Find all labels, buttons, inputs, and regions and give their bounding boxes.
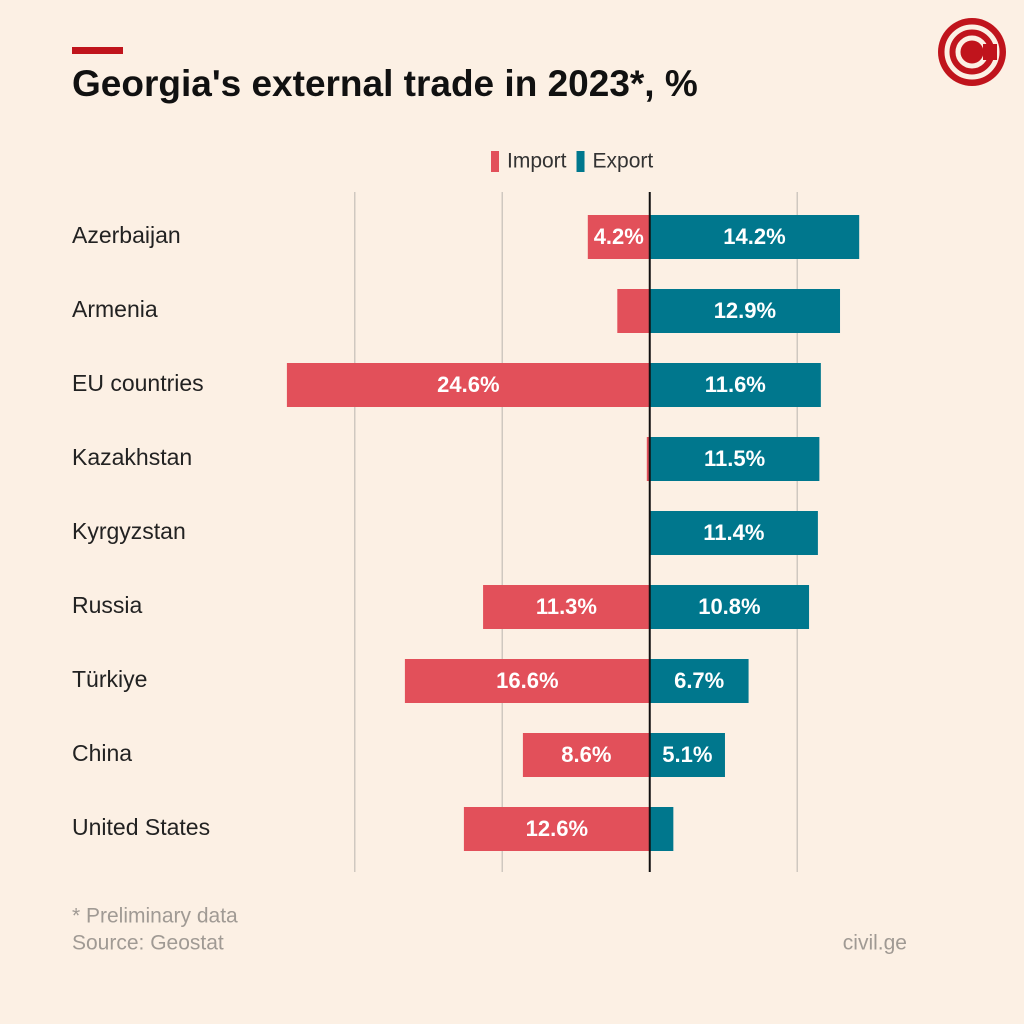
bar [649,437,820,481]
footnote: * Preliminary data [72,905,238,928]
category-label: Armenia [72,296,158,322]
logo [938,18,1006,86]
bar [649,289,841,333]
bar [649,363,821,407]
value-label: 10.8% [698,594,760,619]
bar [649,807,674,851]
bar [649,511,818,555]
bar [587,215,650,259]
chart-title: Georgia's external trade in 2023*, % [72,63,698,104]
title-accent [72,47,123,54]
legend-swatch [491,151,499,172]
bar [649,659,749,703]
category-label: Azerbaijan [72,222,181,248]
credit: civil.ge [843,932,907,955]
value-label: 11.5% [704,446,765,471]
bar [463,807,650,851]
value-label: 11.6% [705,372,766,397]
legend-label: Export [593,150,654,173]
value-label: 8.6% [561,742,611,767]
bar [646,437,650,481]
category-label: China [72,740,132,766]
bar [522,733,650,777]
category-label: United States [72,814,210,840]
value-label: 5.1% [662,742,712,767]
category-label: Kazakhstan [72,444,192,470]
bar [404,659,650,703]
bar [649,585,810,629]
value-label: 12.9% [714,298,776,323]
value-label: 16.6% [496,668,558,693]
category-label: EU countries [72,370,204,396]
category-label: Kyrgyzstan [72,518,186,544]
bar [617,289,650,333]
legend-swatch [576,151,585,172]
value-label: 11.3% [536,594,597,619]
value-label: 4.2% [594,224,644,249]
legend-label: Import [507,150,567,173]
value-label: 24.6% [437,372,499,397]
bar [649,215,860,259]
value-label: 12.6% [526,816,588,841]
category-label: Türkiye [72,666,147,692]
bar [649,733,725,777]
value-label: 11.4% [703,520,764,545]
bar [286,363,650,407]
category-label: Russia [72,592,143,618]
bar [483,585,650,629]
value-label: 6.7% [674,668,724,693]
value-label: 14.2% [723,224,785,249]
source: Source: Geostat [72,932,224,955]
